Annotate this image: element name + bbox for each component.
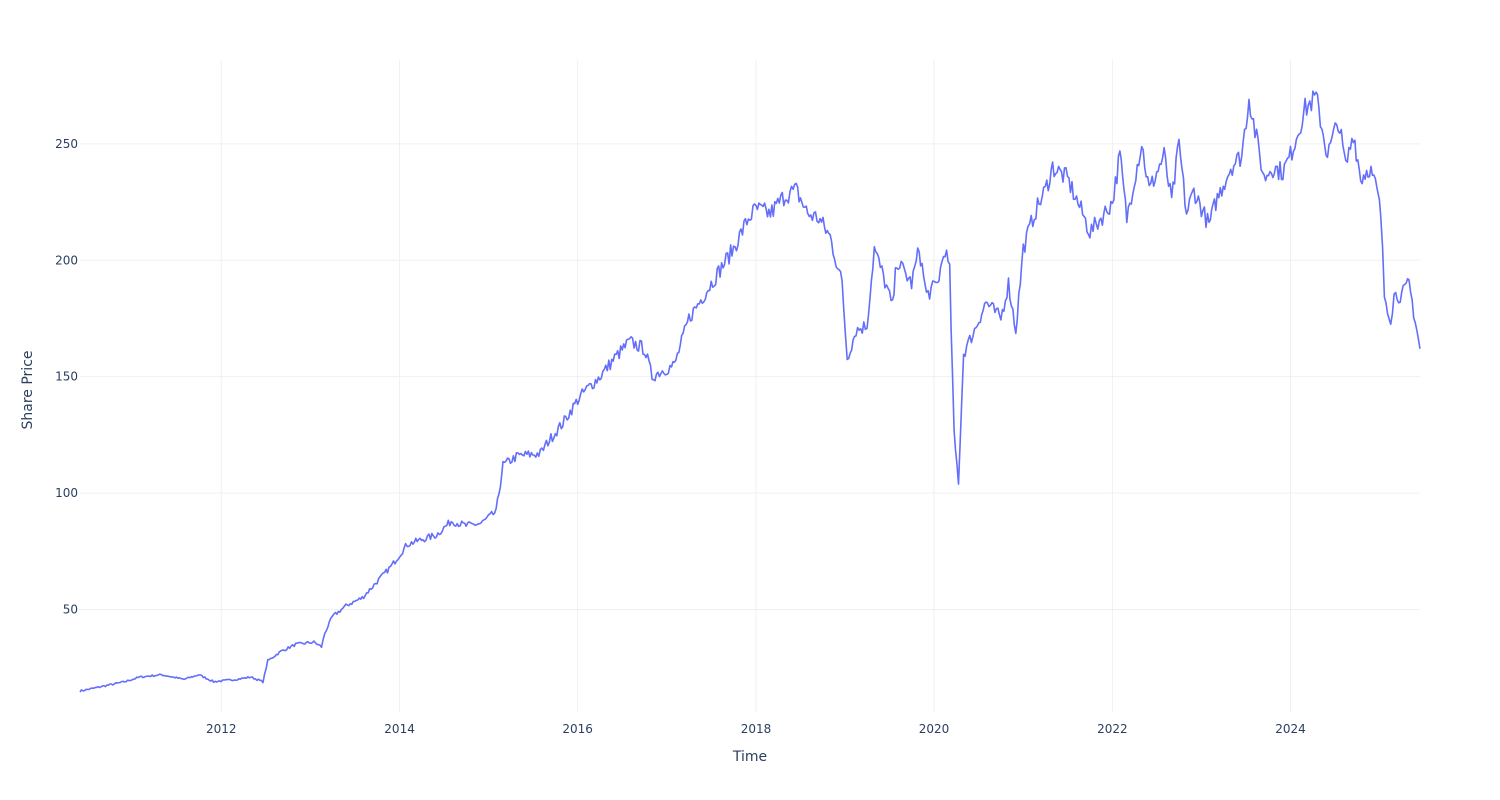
x-tick-label: 2014 — [384, 722, 415, 736]
y-tick-label: 150 — [55, 370, 78, 384]
y-axis-ticks: 50 100 150 200 250 — [55, 137, 78, 617]
share-price-line[interactable] — [79, 90, 1421, 693]
y-tick-label: 100 — [55, 486, 78, 500]
x-axis-title: Time — [732, 749, 767, 765]
y-tick-label: 200 — [55, 253, 78, 267]
y-axis-title: Share Price — [20, 350, 36, 429]
x-tick-label: 2022 — [1097, 722, 1128, 736]
x-tick-label: 2016 — [562, 722, 593, 736]
x-axis-ticks: 2012 2014 2016 2018 2020 2022 2024 — [206, 722, 1306, 736]
x-tick-label: 2020 — [919, 722, 950, 736]
y-tick-label: 250 — [55, 137, 78, 151]
series-layer — [79, 90, 1421, 693]
grid-lines — [80, 60, 1420, 712]
y-tick-label: 50 — [63, 603, 78, 617]
x-tick-label: 2018 — [741, 722, 772, 736]
x-tick-label: 2012 — [206, 722, 237, 736]
x-tick-label: 2024 — [1275, 722, 1306, 736]
